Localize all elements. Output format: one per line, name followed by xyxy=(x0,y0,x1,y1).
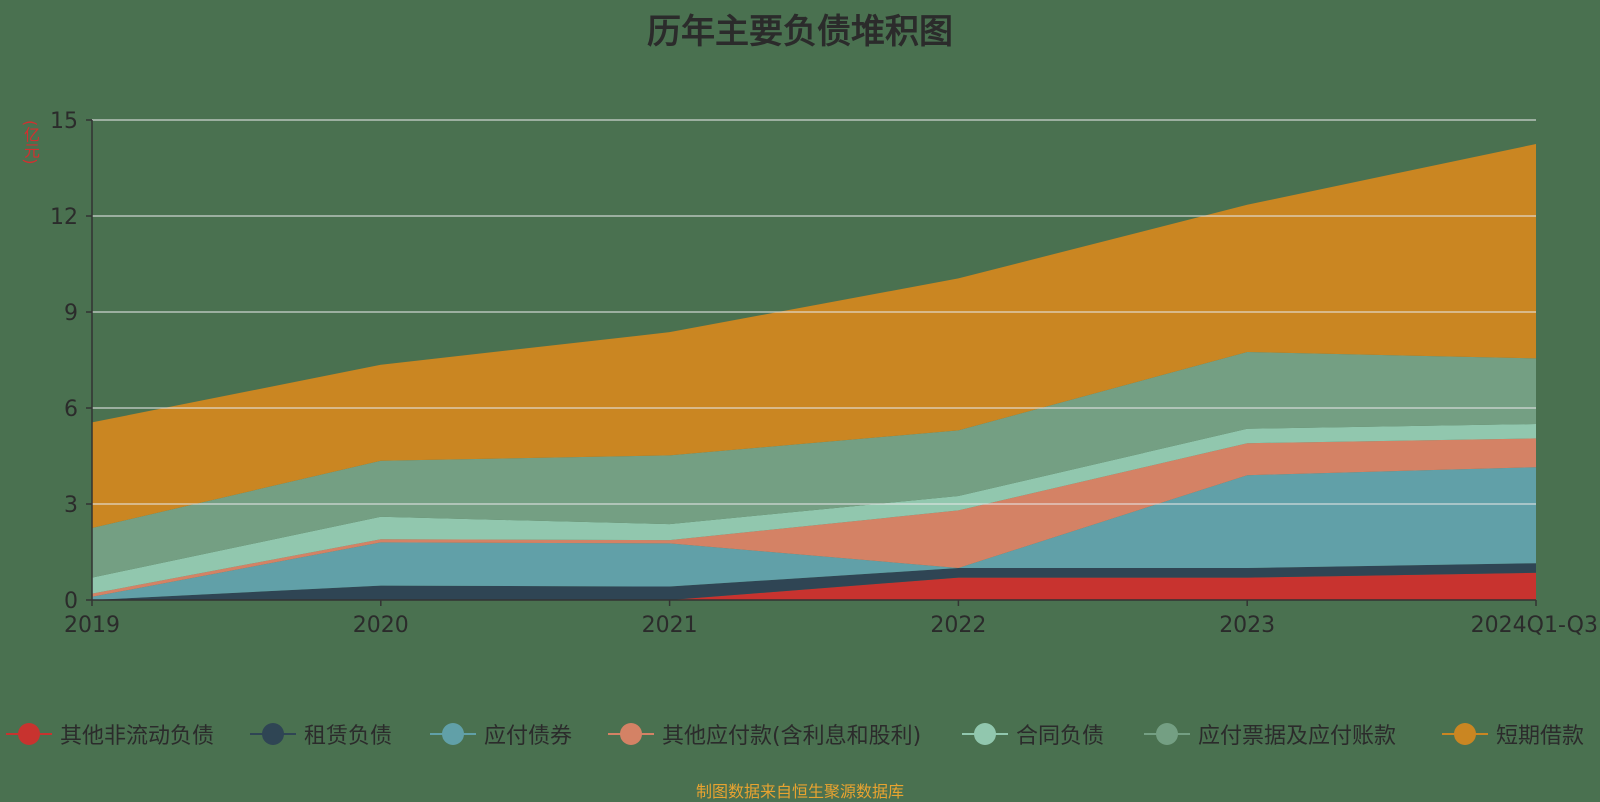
legend-label: 应付债券 xyxy=(484,724,573,749)
legend-item-3[interactable]: 其他应付款(含利息和股利) xyxy=(606,714,921,754)
legend-label: 应付票据及应付账款 xyxy=(1198,724,1397,749)
x-tick-label-4: 2023 xyxy=(1219,613,1275,638)
y-tick-label-3: 9 xyxy=(64,301,78,326)
area-series-2 xyxy=(92,467,1536,600)
legend-marker-icon xyxy=(962,723,1008,745)
legend-marker-icon xyxy=(250,723,296,745)
area-series-6 xyxy=(92,144,1536,528)
legend-label: 合同负债 xyxy=(1016,724,1105,749)
y-tick-label-0: 0 xyxy=(64,589,78,614)
legend-marker-icon xyxy=(6,723,52,745)
legend-item-0[interactable]: 其他非流动负债 xyxy=(4,714,214,754)
x-tick-label-2: 2021 xyxy=(642,613,698,638)
legend-item-1[interactable]: 租赁负债 xyxy=(248,714,392,754)
legend-marker-icon xyxy=(1144,723,1190,745)
chart-title: 历年主要负债堆积图 xyxy=(647,12,953,52)
area-series-3 xyxy=(92,438,1536,597)
legend-item-5[interactable]: 应付票据及应付账款 xyxy=(1142,714,1396,754)
data-source-note: 制图数据来自恒生聚源数据库 xyxy=(695,782,904,801)
legend-label: 短期借款 xyxy=(1496,724,1585,749)
legend-label: 租赁负债 xyxy=(304,724,393,749)
legend-item-4[interactable]: 合同负债 xyxy=(960,714,1104,754)
x-tick-label-5: 2024Q1-Q3 xyxy=(1471,613,1598,638)
y-tick-label-5: 15 xyxy=(50,109,78,134)
legend-marker-icon xyxy=(608,723,654,745)
legend-marker-icon xyxy=(1442,723,1488,745)
legend-label: 其他非流动负债 xyxy=(60,724,215,749)
legend-marker-icon xyxy=(430,723,476,745)
x-tick-label-1: 2020 xyxy=(353,613,409,638)
area-series-0 xyxy=(92,572,1536,600)
chart-legend: 其他非流动负债 租赁负债 应付债券 其他应付款(含利息和股利) 合同负债 应付票据及应付账… xyxy=(0,714,1600,754)
legend-item-6[interactable]: 短期借款 xyxy=(1440,714,1584,754)
y-tick-label-2: 6 xyxy=(64,397,78,422)
x-tick-label-0: 2019 xyxy=(64,613,120,638)
y-tick-label-1: 3 xyxy=(64,493,78,518)
y-axis-unit-label: (亿元) xyxy=(21,120,40,165)
y-tick-label-4: 12 xyxy=(50,205,78,230)
area-series-1 xyxy=(92,563,1536,600)
legend-item-2[interactable]: 应付债券 xyxy=(428,714,572,754)
stacked-area-chart: 0 3 6 9 12 15 2019 2020 2021 2022 2023 2024Q1-Q3 xyxy=(50,109,1598,638)
x-tick-label-3: 2022 xyxy=(930,613,986,638)
legend-label: 其他应付款(含利息和股利) xyxy=(662,724,922,749)
